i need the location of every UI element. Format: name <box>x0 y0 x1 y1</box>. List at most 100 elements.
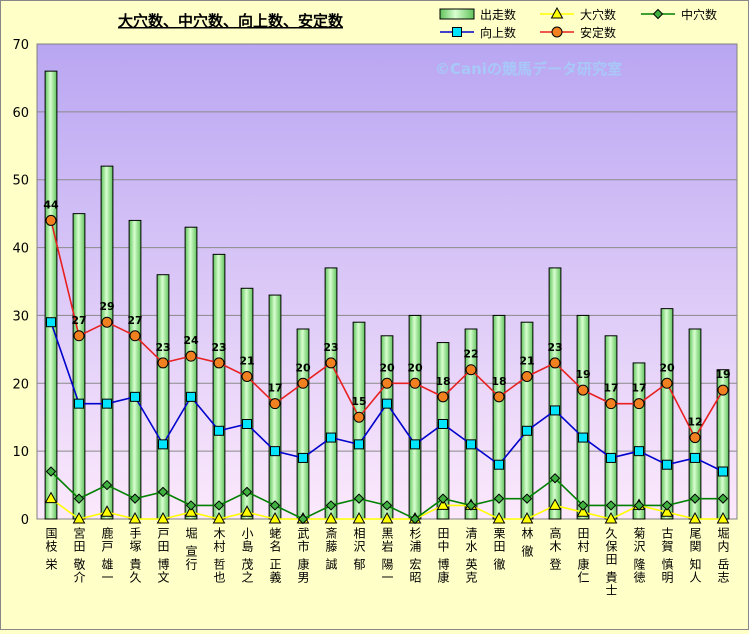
improve-point-16 <box>466 439 476 450</box>
improve-point-22 <box>634 446 644 457</box>
bar-18 <box>520 321 534 520</box>
big-upset-point-11 <box>324 511 338 524</box>
stable-data-label: 20 <box>659 361 675 374</box>
stable-point-1 <box>45 214 57 226</box>
mid-upset-point-11 <box>325 500 337 511</box>
y-tick-label: 30 <box>12 309 29 324</box>
mid-upset-point-15 <box>437 493 449 504</box>
mid-upset-point-20 <box>577 500 589 511</box>
x-tick-label: 清水 英克 <box>464 527 478 584</box>
bar-15 <box>436 342 450 520</box>
legend-label: 大穴数 <box>580 7 616 22</box>
mid-upset-point-6 <box>185 500 197 511</box>
stable-point-17 <box>493 391 505 403</box>
stable-point-20 <box>577 384 589 396</box>
x-tick-label: 尾関 知人 <box>688 527 702 584</box>
mid-upset-point-19 <box>549 473 561 484</box>
stable-point-2 <box>73 330 85 342</box>
stable-data-label: 19 <box>715 368 730 381</box>
legend-label: 向上数 <box>480 25 516 40</box>
stable-point-4 <box>129 330 141 342</box>
y-tick-label: 50 <box>12 174 29 189</box>
mid-upset-point-25 <box>717 493 729 504</box>
improve-point-3 <box>102 398 112 409</box>
x-tick-label: 久保田 貴士 <box>604 527 618 597</box>
bar-19 <box>548 267 562 520</box>
improve-point-6 <box>186 391 196 402</box>
mid-upset-point-13 <box>381 500 393 511</box>
stable-point-10 <box>297 377 309 389</box>
y-tick-label: 0 <box>21 513 29 528</box>
stable-point-6 <box>185 350 197 362</box>
bar-14 <box>408 314 422 520</box>
stable-data-label: 29 <box>99 300 114 313</box>
mid-upset-point-23 <box>661 500 673 511</box>
big-upset-point-4 <box>128 511 142 524</box>
big-upset-point-8 <box>240 505 254 517</box>
improve-point-21 <box>606 452 616 463</box>
stable-data-label: 27 <box>127 314 142 327</box>
stable-data-label: 27 <box>71 314 86 327</box>
legend-item-improve: 向上数 <box>440 25 516 40</box>
big-upset-point-20 <box>576 505 590 517</box>
bar-20 <box>576 314 590 520</box>
improve-point-18 <box>522 425 532 436</box>
stable-data-label: 15 <box>351 395 366 408</box>
bar-6 <box>184 226 198 520</box>
x-tick-label: 栗田 徹 <box>492 527 506 571</box>
x-tick-label: 武市 康男 <box>296 527 310 584</box>
mid-upset-point-1 <box>45 466 57 477</box>
x-tick-label: 鹿戸 雄一 <box>100 526 114 584</box>
stable-point-25 <box>717 384 729 396</box>
stable-data-label: 20 <box>407 361 423 374</box>
stable-data-label: 23 <box>155 341 170 354</box>
x-tick-label: 国枝 栄 <box>44 527 58 571</box>
x-tick-label: 小島 茂之 <box>240 527 254 584</box>
bar-3 <box>100 165 114 520</box>
y-tick-label: 20 <box>12 377 29 392</box>
stable-data-label: 20 <box>295 361 311 374</box>
bar-23 <box>660 308 674 520</box>
stable-point-16 <box>465 364 477 376</box>
y-tick-label: 70 <box>12 38 29 53</box>
mid-upset-point-7 <box>213 500 225 511</box>
stable-data-label: 20 <box>379 361 395 374</box>
bar-5 <box>156 274 170 520</box>
y-tick-label: 60 <box>12 106 29 121</box>
big-upset-point-12 <box>352 511 366 524</box>
big-upset-point-7 <box>212 511 226 524</box>
improve-point-25 <box>718 466 728 477</box>
x-tick-label: 黒岩 陽一 <box>380 527 394 584</box>
x-tick-label: 木村 哲也 <box>212 527 226 584</box>
bar-16 <box>464 328 478 520</box>
mid-upset-point-14 <box>409 513 421 525</box>
mid-upset-point-16 <box>465 500 477 511</box>
stable-point-12 <box>353 411 365 423</box>
improve-point-12 <box>354 439 364 450</box>
stable-point-8 <box>241 371 253 382</box>
legend-item-mid-upset: 中穴数 <box>641 7 717 22</box>
stable-data-label: 18 <box>491 375 506 388</box>
legend-swatch <box>439 8 475 20</box>
big-upset-point-19 <box>548 498 562 510</box>
improve-point-23 <box>662 459 672 470</box>
stable-point-22 <box>633 398 645 410</box>
x-tick-label: 高木 登 <box>548 526 562 571</box>
stable-data-label: 12 <box>687 416 702 429</box>
stable-data-label: 24 <box>183 334 199 347</box>
stable-data-label: 17 <box>267 382 282 395</box>
legend-label: 安定数 <box>580 25 616 40</box>
improve-point-2 <box>74 398 84 409</box>
bar-22 <box>632 362 646 520</box>
legend-marker <box>652 8 664 20</box>
bar-21 <box>604 335 618 520</box>
legend-label: 中穴数 <box>681 7 717 22</box>
bar-1 <box>44 70 58 520</box>
x-tick-label: 堀 宣行 <box>184 526 198 571</box>
bar-7 <box>212 253 226 520</box>
stable-data-label: 22 <box>463 348 478 361</box>
stable-point-7 <box>213 357 225 369</box>
improve-point-10 <box>298 452 308 463</box>
big-upset-point-6 <box>184 505 198 517</box>
